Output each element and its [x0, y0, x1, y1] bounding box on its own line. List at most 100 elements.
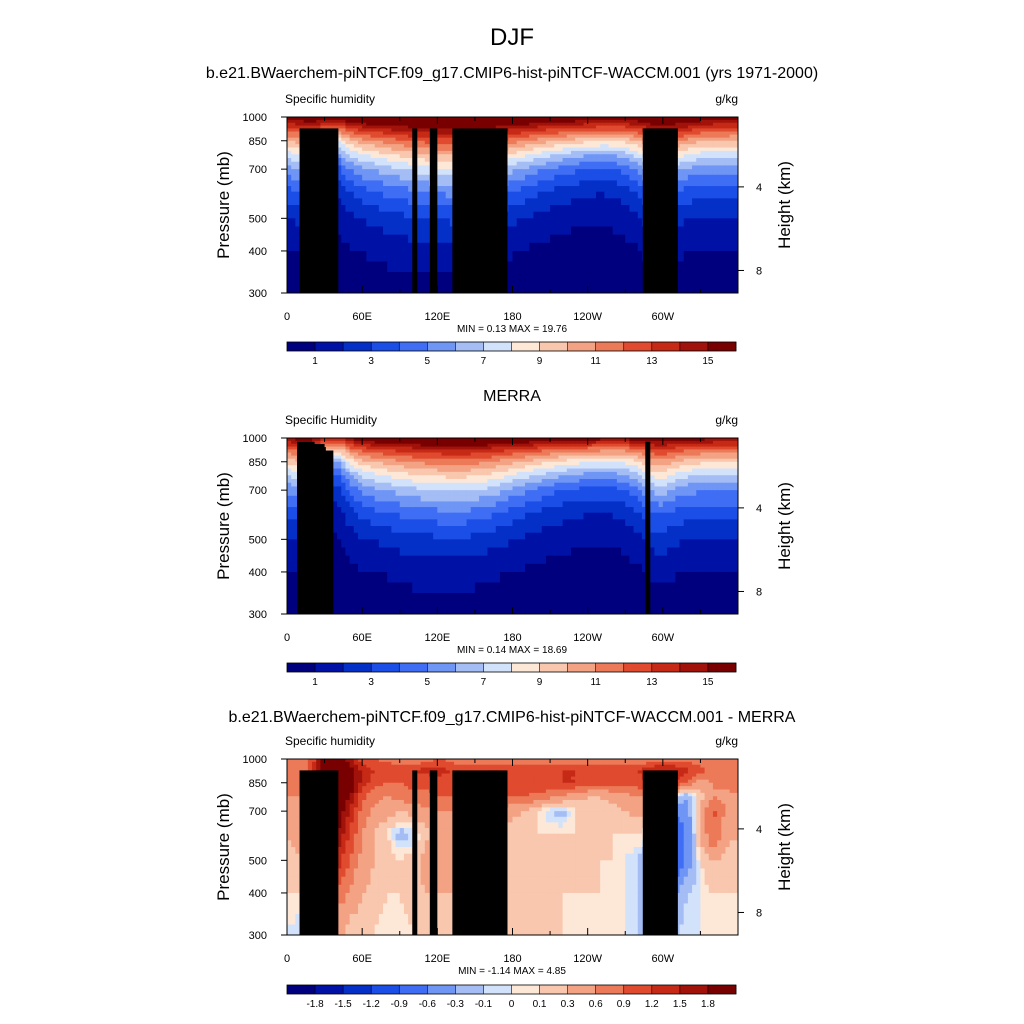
field-cell: [583, 205, 589, 213]
field-cell: [470, 501, 476, 508]
field-cell: [700, 128, 706, 133]
field-cell: [696, 119, 702, 124]
field-cell: [357, 440, 363, 445]
field-cell: [646, 119, 651, 124]
field-cell: [416, 122, 422, 127]
field-cell: [529, 271, 534, 284]
field-cell: [441, 501, 447, 508]
field-cell: [387, 501, 392, 508]
field-cell: [295, 140, 301, 145]
field-cell: [596, 226, 601, 236]
field-cell: [345, 218, 351, 228]
field-cell: [349, 161, 355, 167]
field-cell: [596, 150, 601, 155]
field-cell: [374, 603, 380, 614]
field-cell: [612, 169, 618, 176]
field-cell: [412, 438, 418, 442]
field-cell: [312, 438, 317, 442]
field-cell: [587, 128, 593, 133]
field-cell: [374, 507, 380, 514]
field-cell: [416, 161, 422, 167]
field-cell: [587, 282, 593, 293]
field-cell: [420, 140, 426, 145]
field-cell: [679, 169, 685, 176]
field-cell: [403, 582, 409, 594]
field-cell: [287, 571, 292, 584]
field-cell: [458, 512, 463, 520]
field-cell: [424, 555, 430, 565]
field-cell: [357, 571, 363, 584]
field-cell: [295, 157, 301, 163]
units-label: g/kg: [715, 92, 738, 106]
field-cell: [596, 191, 601, 199]
field-cell: [575, 226, 580, 236]
field-cell: [608, 226, 614, 236]
field-cell: [570, 137, 576, 142]
field-cell: [399, 449, 405, 454]
field-cell: [683, 128, 689, 133]
field-cell: [408, 440, 413, 445]
field-cell: [433, 478, 438, 484]
field-cell: [433, 582, 438, 594]
field-cell: [541, 250, 547, 263]
field-cell: [428, 603, 434, 614]
field-cell: [679, 131, 685, 136]
field-cell: [395, 134, 401, 139]
field-cell: [621, 131, 626, 136]
field-cell: [416, 582, 422, 594]
field-cell: [291, 117, 296, 121]
field-cell: [357, 191, 363, 199]
field-cell: [591, 125, 597, 129]
field-cell: [287, 478, 292, 484]
field-cell: [621, 198, 626, 206]
field-cell: [412, 452, 418, 457]
topography-mask: [642, 128, 678, 293]
field-cell: [591, 147, 597, 152]
field-cell: [529, 134, 534, 139]
field-cell: [357, 165, 363, 170]
field-cell: [616, 144, 622, 149]
field-cell: [449, 440, 455, 445]
field-cell: [704, 140, 710, 145]
field-cell: [420, 165, 426, 170]
field-cell: [704, 211, 710, 219]
field-cell: [733, 174, 738, 181]
field-cell: [458, 478, 463, 484]
field-cell: [591, 150, 597, 155]
field-cell: [420, 250, 426, 263]
field-cell: [729, 122, 735, 127]
field-cell: [441, 117, 447, 121]
field-cell: [637, 282, 643, 293]
field-cell: [525, 186, 530, 193]
field-cell: [378, 169, 384, 176]
field-cell: [370, 582, 376, 594]
field-cell: [378, 468, 384, 473]
field-cell: [470, 468, 476, 473]
field-cell: [424, 461, 430, 466]
field-cell: [349, 449, 355, 454]
field-cell: [608, 150, 614, 155]
field-cell: [420, 169, 426, 176]
field-cell: [712, 128, 718, 133]
field-cell: [529, 169, 534, 176]
field-cell: [337, 165, 342, 170]
field-cell: [337, 452, 342, 457]
field-cell: [637, 131, 643, 136]
field-cell: [441, 147, 447, 152]
field-cell: [721, 134, 727, 139]
field-cell: [332, 438, 338, 442]
field-cell: [357, 157, 363, 163]
field-cell: [729, 144, 735, 149]
field-cell: [416, 512, 422, 520]
field-cell: [692, 131, 697, 136]
field-cell: [512, 271, 518, 284]
field-cell: [683, 161, 689, 167]
field-cell: [445, 161, 451, 167]
field-cell: [600, 205, 605, 213]
field-cell: [362, 468, 367, 473]
field-cell: [428, 519, 434, 527]
colorbar-label: 9: [537, 356, 543, 367]
field-cell: [332, 555, 338, 565]
field-cell: [357, 438, 363, 442]
field-cell: [550, 157, 555, 163]
